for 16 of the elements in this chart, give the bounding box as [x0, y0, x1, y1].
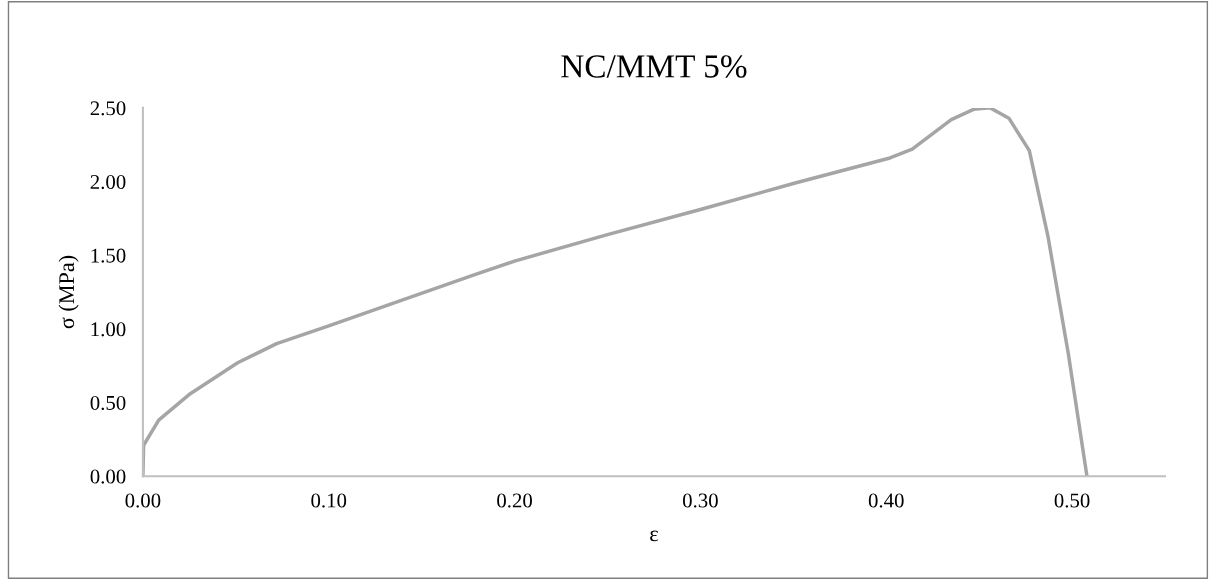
y-tick-label: 1.00 — [91, 322, 126, 337]
line-series — [142, 107, 1089, 477]
chart-title: NC/MMT 5% — [561, 55, 747, 78]
x-axis-title: ε — [650, 530, 658, 542]
y-tick-label: 2.00 — [90, 174, 126, 190]
y-tick-label: 2.50 — [90, 101, 126, 116]
y-tick-label: 0.00 — [90, 469, 126, 484]
x-tick-label: 0.40 — [868, 493, 904, 508]
x-tick-label: 0.20 — [497, 493, 532, 508]
y-tick-label: 0.50 — [90, 395, 126, 411]
x-tick-label: 0.30 — [682, 493, 718, 508]
x-tick-label: 0.00 — [125, 493, 161, 508]
y-axis-title: σ (MPa) — [58, 255, 79, 329]
x-tick-label: 0.10 — [311, 493, 347, 508]
y-tick-label: 1.50 — [91, 248, 126, 263]
x-tick-label: 0.50 — [1054, 493, 1090, 508]
